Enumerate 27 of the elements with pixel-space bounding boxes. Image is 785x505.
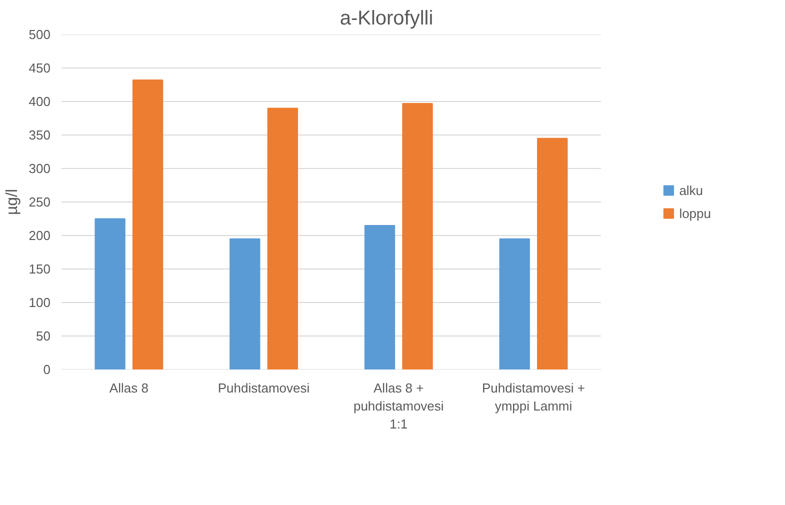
bar [132, 80, 164, 370]
y-tick-label: 100 [28, 295, 51, 310]
y-tick-label: 200 [28, 228, 51, 243]
y-tick-label: 250 [28, 194, 51, 210]
y-tick-label: 400 [28, 94, 51, 109]
bar [267, 108, 298, 370]
y-tick-label: 350 [28, 128, 51, 142]
x-tick-label: Puhdistamovesi + ymppi Lammi [482, 380, 585, 414]
x-tick-label: Puhdistamovesi [218, 380, 310, 396]
y-tick-label: 50 [36, 328, 51, 344]
bar [402, 103, 433, 370]
bar [364, 224, 396, 370]
legend-label: loppu [679, 206, 711, 220]
chart-title: a-Klorofylli [340, 8, 434, 30]
x-tick-label: Allas 8 + puhdistamovesi 1:1 [353, 380, 444, 432]
bar [537, 138, 568, 370]
y-tick-label: 150 [28, 262, 51, 276]
y-tick-label: 0 [43, 362, 51, 377]
bar [94, 218, 126, 370]
legend-label: alku [679, 182, 704, 198]
x-tick-label: Allas 8 [109, 380, 148, 396]
y-tick-label: 300 [28, 161, 51, 176]
y-tick-label: 500 [28, 27, 51, 42]
y-tick-label: 450 [28, 60, 51, 76]
y-axis-title: µg/l [4, 188, 21, 216]
bar [499, 238, 530, 370]
bar [230, 238, 260, 370]
